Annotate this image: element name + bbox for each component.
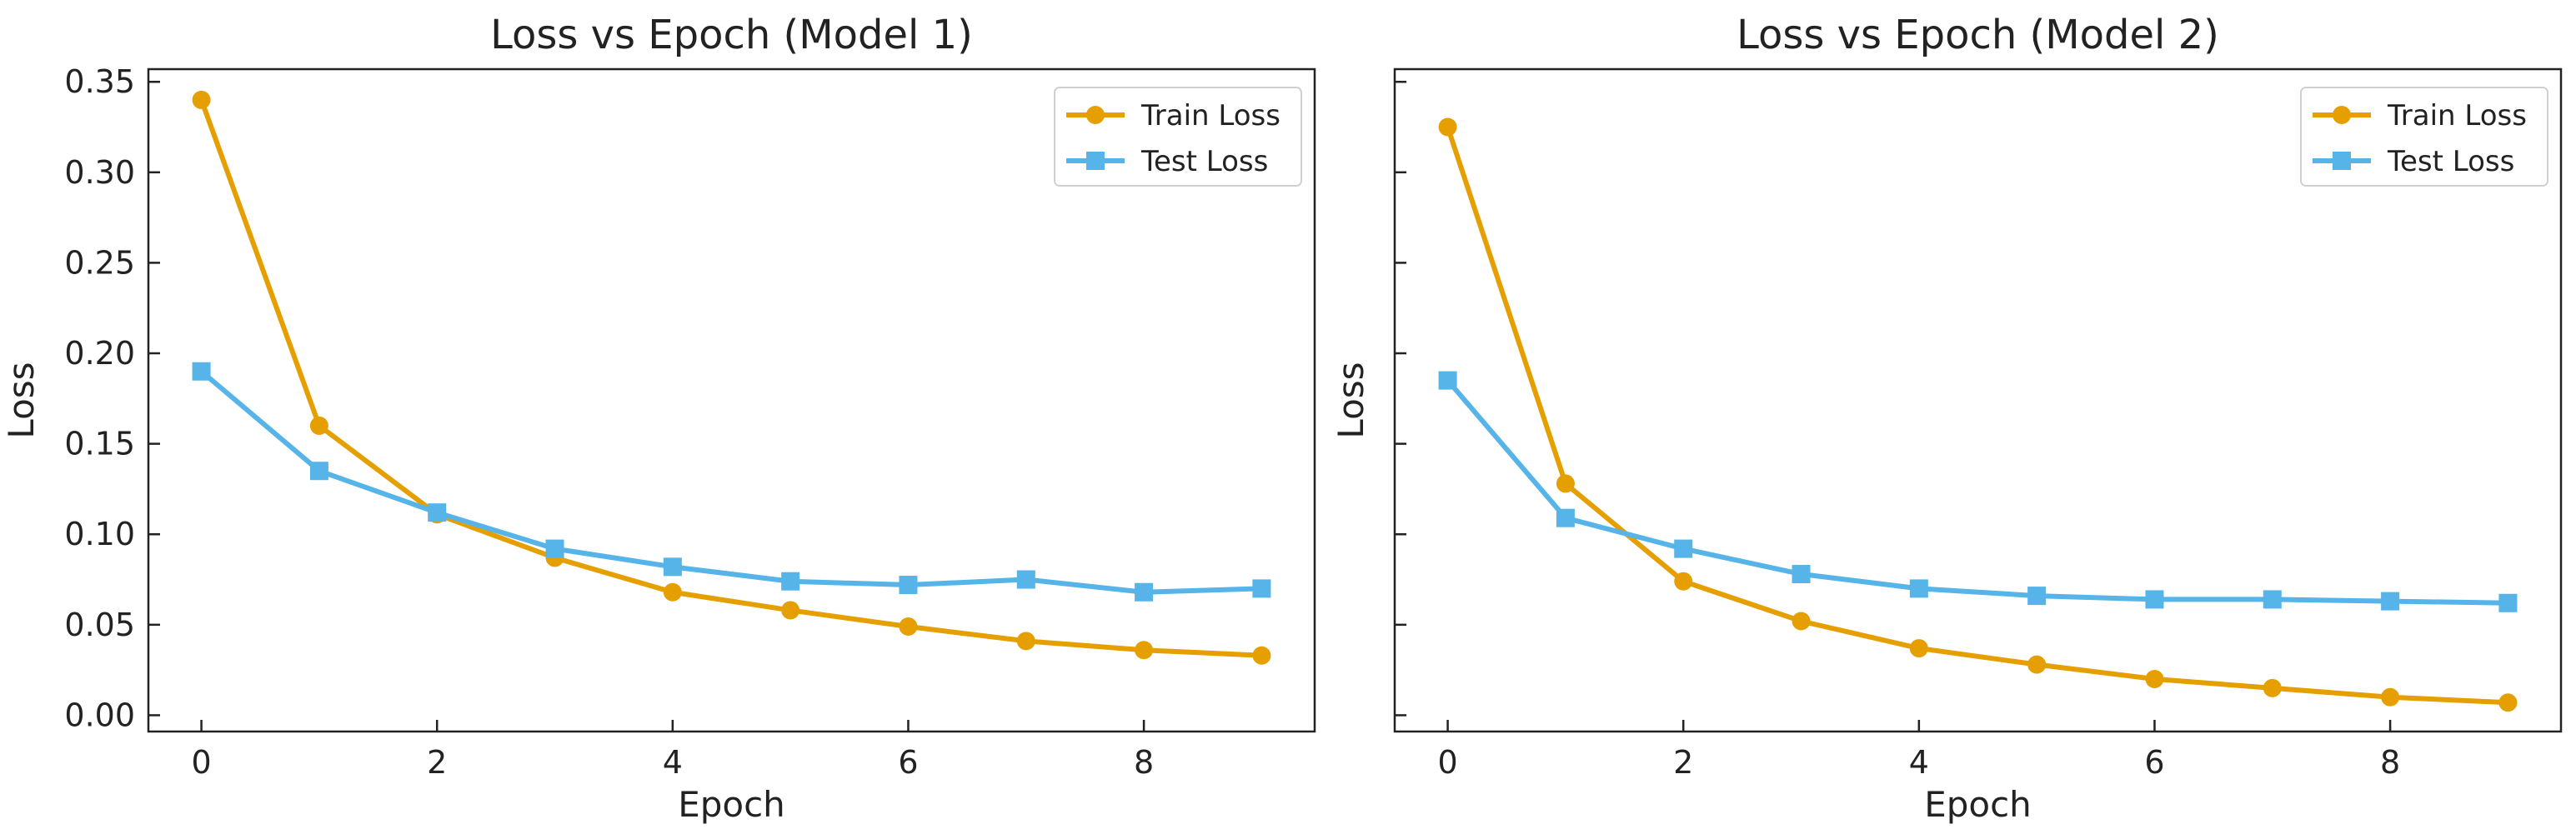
x-axis-label: Epoch bbox=[1924, 784, 2032, 825]
data-point-train-loss bbox=[2498, 693, 2518, 712]
data-point-test-loss bbox=[1016, 570, 1035, 589]
chart-panel-model-1: Loss vs Epoch (Model 1) 0 2 4 6 8 0.00 0.05 0.10… bbox=[1, 12, 1316, 825]
data-point-test-loss bbox=[781, 572, 800, 591]
legend-label-test-loss: Test Loss bbox=[2387, 145, 2514, 178]
legend-label-train-loss: Train Loss bbox=[1140, 99, 1280, 132]
x-tick-label: 2 bbox=[1673, 744, 1693, 781]
x-tick-label: 4 bbox=[1909, 744, 1929, 781]
x-tick-label: 6 bbox=[898, 744, 918, 781]
legend-marker-test-loss bbox=[2333, 152, 2351, 170]
data-point-train-loss bbox=[1556, 474, 1575, 493]
legend: Train Loss Test Loss bbox=[1054, 87, 1302, 187]
chart-panel-model-2: Loss vs Epoch (Model 2) 0 2 4 6 8 Epoch Loss Tra… bbox=[1331, 12, 2563, 825]
data-point-test-loss bbox=[428, 503, 447, 522]
data-point-train-loss bbox=[1438, 117, 1457, 137]
data-point-train-loss bbox=[192, 90, 211, 109]
legend-marker-train-loss bbox=[1086, 106, 1105, 124]
chart-title: Loss vs Epoch (Model 2) bbox=[1737, 12, 2219, 58]
legend: Train Loss Test Loss bbox=[2300, 87, 2548, 187]
data-point-test-loss bbox=[2263, 590, 2282, 609]
series-line-test-loss bbox=[198, 368, 1265, 595]
x-tick-label: 8 bbox=[2380, 744, 2400, 781]
y-axis-label: Loss bbox=[1, 362, 42, 438]
x-axis-label: Epoch bbox=[678, 784, 785, 825]
axes-frame bbox=[1393, 67, 2563, 733]
axes-frame bbox=[147, 67, 1316, 733]
data-point-test-loss bbox=[1792, 565, 1811, 584]
data-point-train-loss bbox=[309, 416, 328, 435]
series-line-test-loss bbox=[1445, 377, 2511, 606]
x-tick-label: 4 bbox=[663, 744, 683, 781]
y-tick-label: 0.30 bbox=[64, 154, 135, 191]
data-point-train-loss bbox=[1792, 612, 1811, 631]
data-point-train-loss bbox=[2381, 687, 2400, 707]
series-line-train-loss bbox=[1445, 124, 2511, 706]
x-tick-label: 8 bbox=[1134, 744, 1154, 781]
data-point-train-loss bbox=[2263, 678, 2282, 697]
y-tick-label: 0.25 bbox=[64, 244, 135, 281]
data-point-test-loss bbox=[1556, 508, 1575, 527]
data-point-test-loss bbox=[2498, 593, 2518, 612]
data-point-test-loss bbox=[663, 557, 682, 577]
data-point-train-loss bbox=[1674, 572, 1693, 591]
y-tick-label: 0.35 bbox=[64, 63, 135, 100]
data-point-train-loss bbox=[1135, 641, 1154, 660]
y-tick-label: 0.20 bbox=[64, 335, 135, 372]
x-tick-label: 2 bbox=[427, 744, 447, 781]
legend-marker-train-loss bbox=[2333, 106, 2351, 124]
data-point-train-loss bbox=[1909, 639, 1928, 658]
series-line-train-loss bbox=[198, 97, 1265, 658]
x-tick-label: 0 bbox=[1437, 744, 1457, 781]
legend-marker-test-loss bbox=[1086, 152, 1105, 170]
data-point-test-loss bbox=[2145, 590, 2164, 609]
data-point-test-loss bbox=[1909, 579, 1928, 598]
chart-title: Loss vs Epoch (Model 1) bbox=[490, 12, 973, 58]
data-point-test-loss bbox=[2381, 592, 2400, 611]
data-point-test-loss bbox=[545, 539, 564, 558]
y-axis-label: Loss bbox=[1331, 362, 1371, 438]
data-point-test-loss bbox=[192, 362, 211, 381]
y-tick-label: 0.05 bbox=[64, 607, 135, 643]
data-point-train-loss bbox=[1252, 646, 1271, 665]
data-point-test-loss bbox=[1135, 582, 1154, 602]
x-tick-label: 6 bbox=[2144, 744, 2164, 781]
y-tick-label: 0.10 bbox=[64, 516, 135, 552]
legend-label-test-loss: Test Loss bbox=[1140, 145, 1268, 178]
data-point-train-loss bbox=[781, 601, 800, 620]
data-point-test-loss bbox=[1252, 579, 1271, 598]
data-point-test-loss bbox=[2027, 587, 2047, 606]
data-point-test-loss bbox=[1674, 539, 1693, 558]
legend-label-train-loss: Train Loss bbox=[2387, 99, 2527, 132]
data-point-test-loss bbox=[309, 462, 328, 481]
data-point-train-loss bbox=[2027, 655, 2047, 674]
data-point-train-loss bbox=[899, 617, 918, 637]
data-point-train-loss bbox=[2145, 670, 2164, 689]
data-point-test-loss bbox=[1438, 371, 1457, 390]
data-point-test-loss bbox=[899, 576, 918, 595]
data-point-train-loss bbox=[663, 582, 682, 602]
y-tick-label: 0.15 bbox=[64, 426, 135, 462]
x-tick-label: 0 bbox=[191, 744, 211, 781]
data-point-train-loss bbox=[1016, 632, 1035, 651]
y-tick-label: 0.00 bbox=[64, 697, 135, 733]
